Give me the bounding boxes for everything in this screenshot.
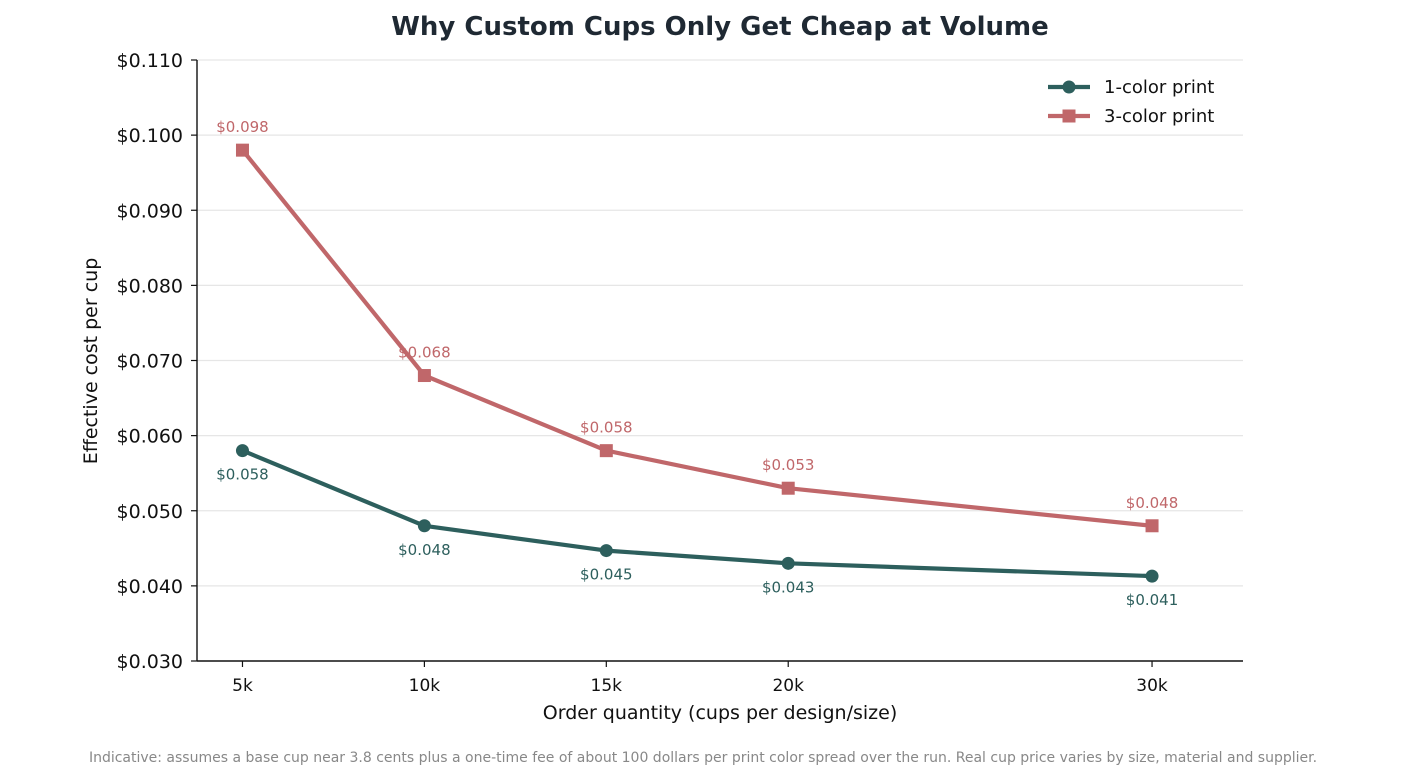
legend-entry-1: 1-color print [1048, 77, 1214, 98]
chart-title: Why Custom Cups Only Get Cheap at Volume [391, 12, 1049, 42]
data-label: $0.053 [762, 456, 815, 474]
gridlines [197, 59, 1243, 587]
data-point-marker [417, 369, 431, 383]
data-labels: $0.058 $0.048 $0.045 $0.043 $0.041 $0.098 $0.0… [216, 118, 1178, 609]
data-point-marker [781, 481, 795, 495]
data-label: $0.098 [216, 118, 269, 136]
data-label: $0.043 [762, 578, 815, 596]
y-tick-label: $0.050 [117, 501, 183, 523]
y-tick-label: $0.100 [117, 125, 183, 147]
data-point-marker [781, 556, 795, 570]
data-point-marker [235, 444, 249, 458]
x-tick-labels: 5k 10k 15k 20k 30k [232, 676, 1168, 696]
x-tick-label: 20k [772, 676, 804, 696]
axes [191, 59, 1243, 667]
series-line-2 [240, 148, 1155, 528]
data-label: $0.048 [398, 541, 451, 559]
legend-entry-2: 3-color print [1048, 106, 1214, 127]
data-point-marker [235, 143, 249, 157]
data-point-marker [1145, 519, 1159, 533]
x-tick-label: 5k [232, 676, 253, 696]
data-label: $0.045 [580, 566, 633, 584]
x-tick-label: 10k [409, 676, 441, 696]
footnote: Indicative: assumes a base cup near 3.8 … [89, 750, 1317, 766]
data-label: $0.058 [580, 419, 633, 437]
data-point-marker [599, 444, 613, 458]
data-label: $0.068 [398, 344, 451, 362]
y-tick-label: $0.040 [117, 576, 183, 598]
y-tick-label: $0.060 [117, 426, 183, 448]
y-tick-label: $0.070 [117, 351, 183, 373]
legend-label: 1-color print [1104, 77, 1214, 98]
legend-marker [1062, 109, 1076, 123]
x-tick-label: 15k [591, 676, 623, 696]
y-tick-label: $0.110 [117, 50, 183, 72]
x-axis-label: Order quantity (cups per design/size) [543, 702, 897, 724]
y-tick-labels: $0.030 $0.040 $0.050 $0.060 $0.070 $0.080 $0.0… [117, 50, 183, 673]
y-axis-label: Effective cost per cup [80, 258, 102, 465]
series [235, 143, 1159, 583]
data-label: $0.041 [1126, 591, 1179, 609]
data-label: $0.058 [216, 466, 269, 484]
y-tick-label: $0.090 [117, 200, 183, 222]
legend: 1-color print 3-color print [1048, 77, 1214, 127]
data-label: $0.048 [1126, 494, 1179, 512]
legend-marker [1062, 80, 1076, 94]
legend-label: 3-color print [1104, 106, 1214, 127]
data-point-marker [417, 519, 431, 533]
x-tick-label: 30k [1136, 676, 1168, 696]
data-point-marker [1145, 569, 1159, 583]
y-tick-label: $0.030 [117, 651, 183, 673]
y-tick-label: $0.080 [117, 275, 183, 297]
data-point-marker [599, 544, 613, 558]
